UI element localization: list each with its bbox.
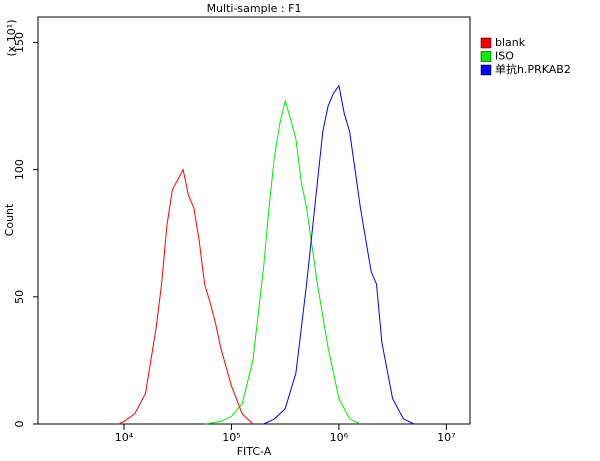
x-tick-label: 10⁶ (330, 431, 349, 444)
y-axis-label: Count (3, 203, 16, 236)
series-line (118, 168, 254, 425)
y-tick-label: 100 (13, 159, 26, 180)
y-tick-label: 150 (13, 32, 26, 53)
legend-label: 单抗h.PRKAB2 (495, 62, 571, 76)
x-tick-label: 10⁷ (437, 431, 455, 444)
legend-label: blank (495, 36, 526, 49)
series-line (204, 98, 361, 425)
x-axis-label: FITC-A (237, 445, 272, 458)
y-tick-label: 0 (13, 421, 26, 428)
x-tick-label: 10⁴ (115, 431, 134, 444)
y-axis-unit: (x 10¹) (5, 20, 18, 57)
x-tick-label: 10⁵ (222, 431, 240, 444)
plot-frame (37, 16, 471, 425)
series-line (263, 84, 415, 425)
chart-title: Multi-sample : F1 (207, 2, 302, 15)
legend-label: ISO (495, 50, 514, 63)
legend-swatch (480, 64, 492, 76)
legend-swatch (480, 51, 492, 62)
legend-swatch (480, 37, 492, 49)
y-tick-label: 50 (13, 290, 26, 304)
